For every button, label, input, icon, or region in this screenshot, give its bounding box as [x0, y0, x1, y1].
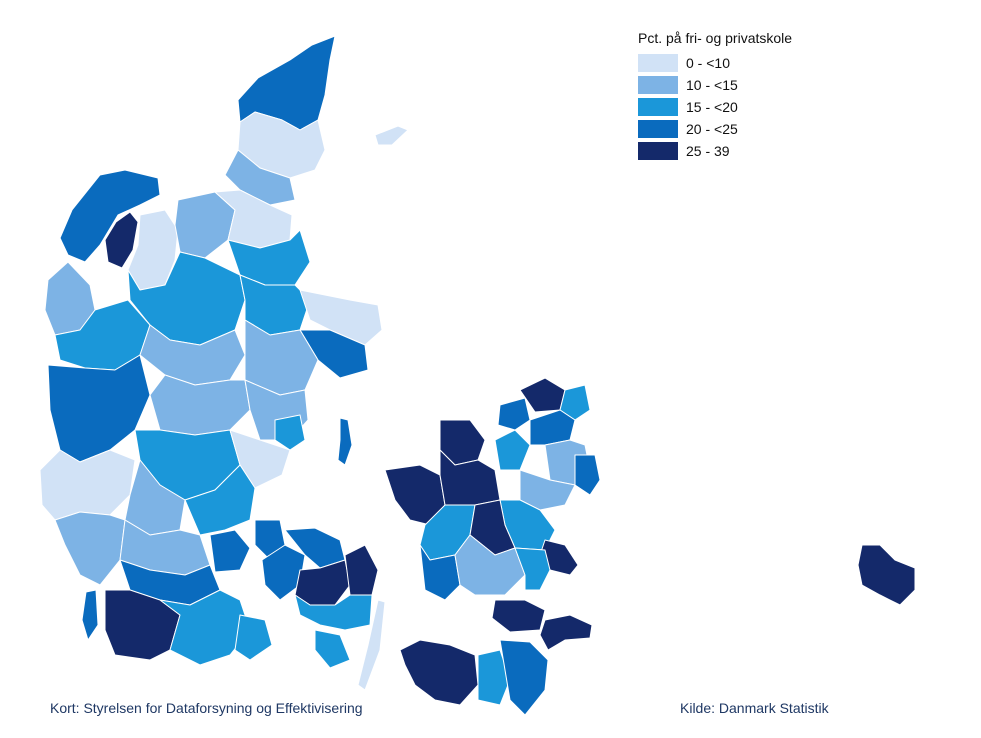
- region-faxe: [514, 547, 551, 591]
- legend-label: 25 - 39: [686, 143, 730, 159]
- region-vordingborg: [491, 599, 546, 633]
- legend-swatch: [638, 98, 678, 116]
- region-vejle: [184, 464, 256, 536]
- region-svendborg: [314, 629, 351, 669]
- region-copenhagen: [574, 454, 601, 496]
- region-silkeborg: [149, 374, 251, 436]
- legend-item: 25 - 39: [638, 140, 792, 162]
- region-bornholm: [857, 544, 916, 606]
- data-source-credit: Kilde: Danmark Statistik: [680, 700, 829, 716]
- legend-label: 20 - <25: [686, 121, 738, 137]
- region-laesoe: [374, 125, 409, 146]
- region-fredericia: [209, 529, 251, 573]
- region-hillerod: [529, 409, 576, 446]
- legend-swatch: [638, 76, 678, 94]
- legend-swatch: [638, 142, 678, 160]
- region-samsoe: [337, 417, 353, 466]
- region-thy-north: [59, 169, 161, 263]
- region-esbjerg: [54, 511, 126, 586]
- legend-label: 10 - <15: [686, 77, 738, 93]
- region-frederikssund: [494, 429, 531, 471]
- region-sonderborg: [234, 614, 273, 661]
- region-odder: [274, 414, 306, 451]
- legend-label: 0 - <10: [686, 55, 730, 71]
- region-lolland: [399, 639, 479, 706]
- region-langeland: [357, 599, 386, 691]
- region-halsnaes: [497, 397, 531, 431]
- legend-label: 15 - <20: [686, 99, 738, 115]
- map-legend: Pct. på fri- og privatskole 0 - <10 10 -…: [638, 30, 792, 162]
- region-norddjurs: [299, 289, 383, 346]
- region-fano: [81, 589, 99, 641]
- region-falster: [499, 639, 549, 716]
- region-nyborg: [344, 544, 379, 596]
- region-faaborg: [294, 594, 373, 631]
- legend-item: 0 - <10: [638, 52, 792, 74]
- legend-item: 15 - <20: [638, 96, 792, 118]
- region-mors: [104, 211, 139, 269]
- legend-item: 20 - <25: [638, 118, 792, 140]
- region-moen: [539, 614, 593, 651]
- region-guldborgsund-west: [477, 649, 511, 706]
- legend-swatch: [638, 120, 678, 138]
- legend-swatch: [638, 54, 678, 72]
- map-source-credit: Kort: Styrelsen for Dataforsyning og Eff…: [50, 700, 363, 716]
- legend-title: Pct. på fri- og privatskole: [638, 30, 793, 46]
- region-ringkobing: [47, 354, 151, 463]
- region-helsingor: [559, 384, 591, 421]
- legend-item: 10 - <15: [638, 74, 792, 96]
- region-varde: [39, 449, 136, 521]
- region-silkeborg-north: [139, 324, 246, 386]
